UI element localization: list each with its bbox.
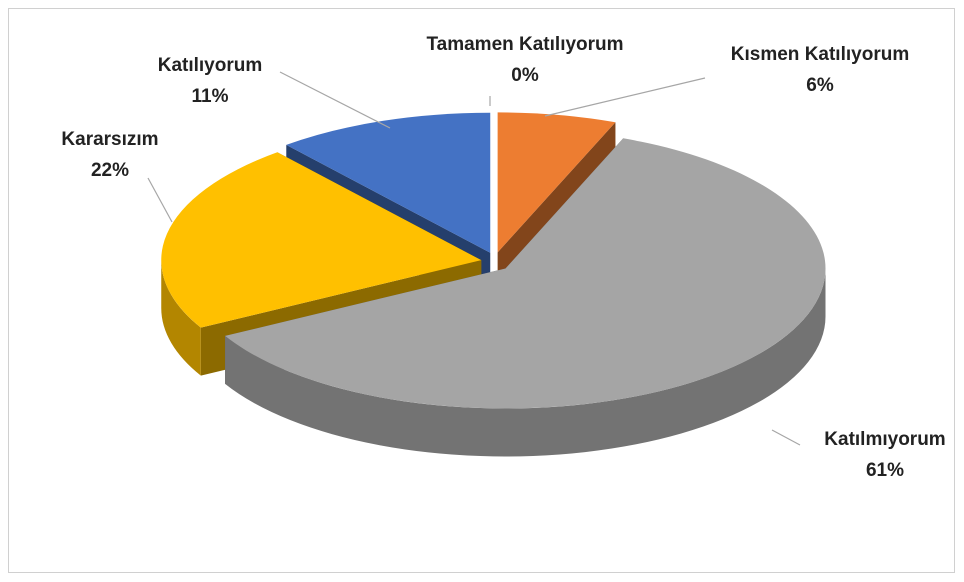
slice bbox=[286, 112, 491, 253]
category-label: Katılmıyorum bbox=[824, 429, 945, 450]
slice bbox=[497, 112, 616, 253]
value-label: 11% bbox=[192, 86, 229, 107]
category-label: Katılıyorum bbox=[158, 55, 263, 76]
leader-line bbox=[544, 77, 706, 117]
value-label: 22% bbox=[91, 160, 129, 181]
leader-line bbox=[147, 177, 173, 223]
value-label: 0% bbox=[511, 65, 539, 86]
slice-wall bbox=[225, 268, 826, 457]
leader-line bbox=[771, 429, 801, 446]
leader-line bbox=[279, 71, 391, 129]
category-label: Kısmen Katılıyorum bbox=[731, 44, 909, 65]
slice bbox=[225, 138, 826, 409]
category-label: Tamamen Katılıyorum bbox=[426, 34, 623, 55]
slice bbox=[161, 152, 482, 328]
value-label: 61% bbox=[866, 460, 904, 481]
slice-wall bbox=[161, 260, 201, 376]
value-label: 6% bbox=[806, 75, 834, 96]
category-label: Kararsızım bbox=[61, 129, 158, 150]
